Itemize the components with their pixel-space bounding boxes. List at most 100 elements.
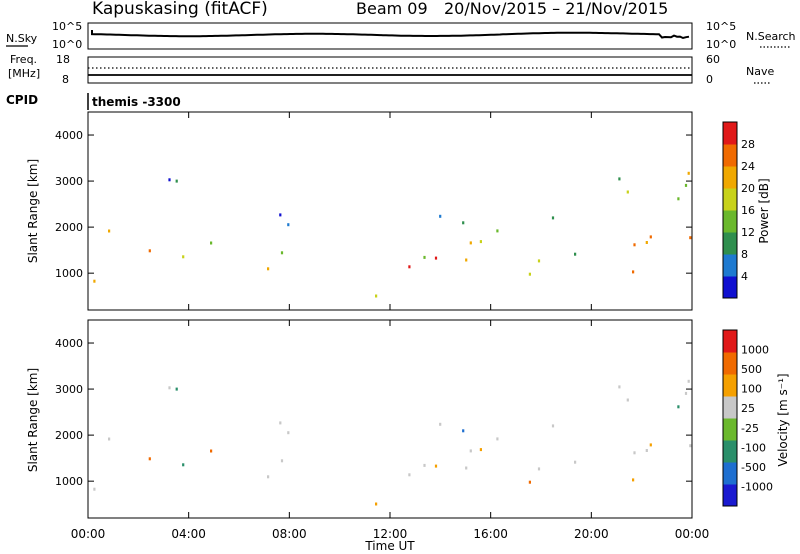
heatmap-cell — [633, 451, 635, 454]
heatmap-cell — [210, 242, 212, 245]
colorbar-tick-label: 25 — [741, 402, 755, 415]
colorbar-swatch — [723, 122, 737, 145]
colorbar-swatch — [723, 396, 737, 419]
heatmap-cell — [538, 467, 540, 470]
heatmap-cell — [627, 191, 629, 194]
colorbar-swatch — [723, 352, 737, 375]
colorbar-tick-label: 20 — [741, 182, 755, 195]
beam-label: Beam 09 — [356, 0, 428, 18]
heatmap-cell — [168, 178, 170, 181]
heatmap-cell — [267, 267, 269, 270]
heatmap-cell — [375, 503, 377, 506]
colorbar-tick-label: -100 — [741, 441, 766, 454]
heatmap-cell — [279, 421, 281, 424]
colorbar-tick-label: 100 — [741, 383, 762, 396]
heatmap-cell — [677, 405, 679, 408]
heatmap-cell — [281, 251, 283, 254]
colorbar-swatch — [723, 418, 737, 441]
heatmap-cell — [677, 197, 679, 200]
date-range: 20/Nov/2015 – 21/Nov/2015 — [444, 0, 668, 18]
heatmap-cell — [689, 444, 691, 447]
heatmap-cell — [618, 177, 620, 180]
x-tick-label: 16:00 — [473, 527, 508, 541]
colorbar-tick-label: -500 — [741, 461, 766, 474]
x-tick-label: 04:00 — [171, 527, 206, 541]
colorbar-swatch — [723, 484, 737, 507]
heatmap-cell — [182, 255, 184, 258]
colorbar-swatch — [723, 462, 737, 485]
heatmap-cell — [646, 241, 648, 244]
heatmap-cell — [423, 256, 425, 259]
heatmap-cell — [423, 464, 425, 467]
colorbar-tick-label: 1000 — [741, 344, 769, 357]
heatmap-cell — [646, 449, 648, 452]
freq-scale-bottom: 8 — [62, 73, 69, 86]
heatmap-cell — [287, 223, 289, 226]
colorbar-swatch — [723, 276, 737, 299]
x-tick-label: 20:00 — [574, 527, 609, 541]
heatmap-cell — [279, 213, 281, 216]
heatmap-cell — [439, 423, 441, 426]
velocity-y-axis: 1000200030004000 — [55, 337, 692, 488]
heatmap-cell — [685, 184, 687, 187]
heatmap-cell — [108, 438, 110, 441]
colorbar-tick-label: 12 — [741, 226, 755, 239]
colorbar-tick-label: 24 — [741, 160, 755, 173]
nave-scale-top: 60 — [706, 53, 720, 66]
heatmap-cell — [375, 295, 377, 298]
heatmap-cell — [552, 216, 554, 219]
heatmap-cell — [182, 463, 184, 466]
velocity-heatmap-cells — [93, 380, 691, 506]
heatmap-cell — [633, 243, 635, 246]
heatmap-cell — [685, 392, 687, 395]
heatmap-cell — [689, 236, 691, 239]
power-y-axis: 1000 2000 3000 4000 — [55, 129, 692, 280]
colorbar-swatch — [723, 210, 737, 233]
colorbar-swatch — [723, 330, 737, 353]
heatmap-cell — [496, 437, 498, 440]
heatmap-cell — [529, 273, 531, 276]
nsky-panel: N.Sky 10^5 10^0 10^5 10^0 N.Search — [6, 20, 796, 51]
colorbar-tick-label: 28 — [741, 138, 755, 151]
station-title: Kapuskasing (fitACF) — [92, 0, 268, 19]
heatmap-cell — [470, 241, 472, 244]
heatmap-cell — [618, 385, 620, 388]
heatmap-cell — [435, 257, 437, 260]
heatmap-cell — [281, 459, 283, 462]
heatmap-cell — [267, 475, 269, 478]
freq-panel: Freq. [MHz] 18 8 60 0 Nave — [8, 53, 774, 86]
cpid-label: CPID — [6, 93, 38, 107]
heatmap-cell — [93, 488, 95, 491]
x-tick-label: 08:00 — [272, 527, 307, 541]
freq-scale-top: 18 — [56, 53, 70, 66]
heatmap-cell — [462, 221, 464, 224]
heatmap-cell — [108, 230, 110, 233]
nsearch-scale-bottom: 10^0 — [706, 38, 736, 51]
heatmap-cell — [176, 388, 178, 391]
heatmap-cell — [408, 265, 410, 268]
colorbar-swatch — [723, 440, 737, 463]
y-tick-label: 4000 — [55, 129, 83, 142]
heatmap-cell — [435, 465, 437, 468]
nsky-scale-bottom: 10^0 — [52, 38, 82, 51]
colorbar-swatch — [723, 188, 737, 211]
heatmap-cell — [176, 180, 178, 183]
power-colorbar: 4 8 12 16 20 24 28 — [723, 122, 755, 299]
heatmap-cell — [287, 431, 289, 434]
y-tick-label: 1000 — [55, 267, 83, 280]
radar-figure: Kapuskasing (fitACF) Beam 09 20/Nov/2015… — [0, 0, 800, 554]
heatmap-cell — [627, 399, 629, 402]
heatmap-cell — [168, 386, 170, 389]
nsearch-scale-top: 10^5 — [706, 20, 736, 33]
colorbar-swatch — [723, 374, 737, 397]
heatmap-cell — [538, 259, 540, 262]
heatmap-cell — [480, 240, 482, 243]
colorbar-tick-label: 16 — [741, 204, 755, 217]
heatmap-cell — [632, 478, 634, 481]
x-axis-label: Time UT — [364, 539, 415, 553]
heatmap-cell — [688, 380, 690, 383]
heatmap-cell — [149, 457, 151, 460]
velocity-panel: 1000 2000 3000 4000 Slant Range [km] 1000 50… — [26, 112, 790, 553]
colorbar-tick-label: 8 — [741, 248, 748, 261]
heatmap-cell — [149, 249, 151, 252]
